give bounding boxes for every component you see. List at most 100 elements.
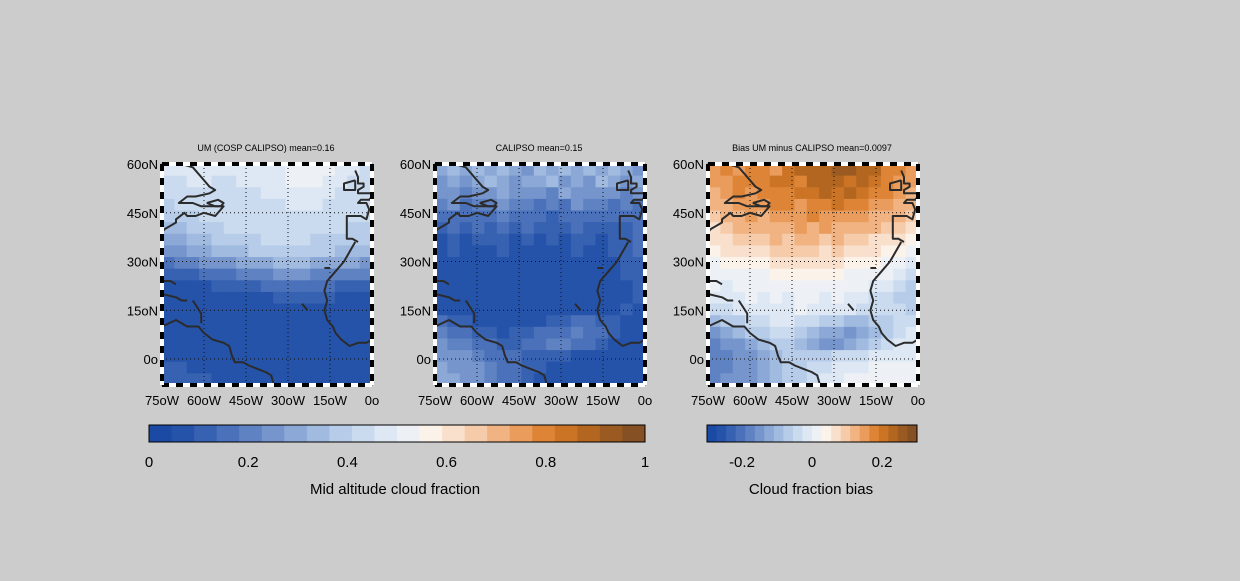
frame-segment — [370, 339, 374, 346]
grid-cell — [199, 338, 212, 351]
grid-cell — [521, 233, 535, 246]
grid-cell — [509, 338, 522, 351]
frame-segment — [575, 162, 582, 166]
grid-cell — [868, 233, 882, 246]
grid-cell — [459, 291, 473, 305]
frame-segment — [706, 339, 710, 346]
frame-segment — [643, 171, 647, 178]
grid-cell — [285, 338, 299, 351]
grid-cell — [459, 175, 473, 188]
grid-cell — [174, 233, 188, 246]
frame-segment — [778, 162, 785, 166]
grid-cell — [533, 233, 547, 246]
grid-cell — [868, 187, 882, 200]
grid-cell — [162, 268, 175, 281]
grid-cell — [856, 350, 870, 363]
grid-cell — [843, 338, 857, 351]
grid-cell — [769, 164, 783, 177]
grid-cell — [769, 326, 783, 339]
grid-cell — [782, 291, 795, 305]
grid-cell — [769, 338, 783, 351]
grid-cell — [334, 268, 348, 281]
grid-cell — [174, 338, 188, 351]
grid-cell — [236, 222, 249, 235]
frame-segment — [643, 255, 647, 262]
grid-cell — [248, 303, 262, 316]
grid-cell — [632, 280, 646, 293]
grid-cell — [459, 373, 473, 386]
grid-cell — [546, 361, 560, 374]
grid-cell — [285, 268, 299, 281]
frame-segment — [561, 162, 568, 166]
frame-segment — [792, 383, 799, 387]
grid-cell — [533, 350, 547, 363]
grid-cell — [819, 326, 833, 339]
grid-cell — [236, 257, 249, 270]
grid-cell — [496, 164, 510, 177]
grid-cell — [199, 268, 212, 281]
coastline-path — [707, 319, 821, 386]
frame-segment — [491, 162, 498, 166]
grid-cell — [607, 198, 621, 212]
coastline-path — [708, 280, 723, 286]
grid-cell — [607, 175, 621, 188]
grid-cell — [558, 222, 572, 235]
frame-segment — [706, 206, 710, 213]
grid-cell — [447, 257, 461, 270]
grid-cell — [794, 175, 808, 188]
frame-segment — [442, 162, 449, 166]
grid-cell — [831, 222, 845, 235]
grid-cell — [435, 326, 448, 339]
frame-segment — [433, 185, 437, 192]
colorbar-tick-label: -0.2 — [729, 454, 755, 471]
grid-cell — [905, 373, 919, 386]
grid-cell — [769, 175, 783, 188]
grid-cell — [447, 373, 461, 386]
grid-cell — [732, 222, 746, 235]
coastline-path — [161, 319, 275, 386]
lon-tick-label: 60oW — [187, 393, 222, 408]
frame-segment — [169, 383, 176, 387]
grid-cell — [334, 175, 348, 188]
frame-segment — [160, 367, 164, 374]
grid-cell — [174, 303, 188, 316]
colorbar-tick-label: 0.8 — [535, 454, 556, 471]
frame-segment — [160, 276, 164, 283]
frame-segment — [160, 199, 164, 206]
grid-cell — [509, 198, 522, 212]
grid-cell — [310, 198, 324, 212]
grid-cell — [880, 315, 894, 328]
grid-cell — [868, 164, 882, 177]
grid-cell — [546, 268, 560, 281]
frame-segment — [370, 192, 374, 199]
grid-cell — [745, 291, 758, 305]
grid-cell — [893, 268, 907, 281]
grid-cell — [806, 338, 820, 351]
grid-cell — [583, 210, 597, 223]
frame-segment — [764, 383, 771, 387]
frame-segment — [160, 234, 164, 241]
frame-segment — [316, 383, 323, 387]
frame-segment — [162, 162, 169, 166]
grid-cell — [570, 338, 584, 351]
grid-cell — [769, 268, 783, 281]
grid-cell — [297, 222, 311, 235]
colorbar-swatch — [351, 425, 375, 442]
grid-cell — [843, 373, 857, 386]
grid-cell — [484, 164, 498, 177]
grid-cell — [223, 245, 237, 258]
frame-segment — [433, 248, 437, 255]
grid-cell — [893, 280, 907, 293]
frame-segment — [643, 178, 647, 185]
grid-cell — [732, 198, 746, 212]
frame-segment — [160, 185, 164, 192]
grid-cell — [322, 268, 336, 281]
grid-cell — [186, 361, 200, 374]
grid-cell — [322, 198, 336, 212]
frame-segment — [365, 162, 372, 166]
grid-cell — [509, 245, 522, 258]
frame-segment — [358, 162, 365, 166]
frame-segment — [358, 383, 365, 387]
grid-cell — [843, 280, 857, 293]
grid-cell — [546, 373, 560, 386]
